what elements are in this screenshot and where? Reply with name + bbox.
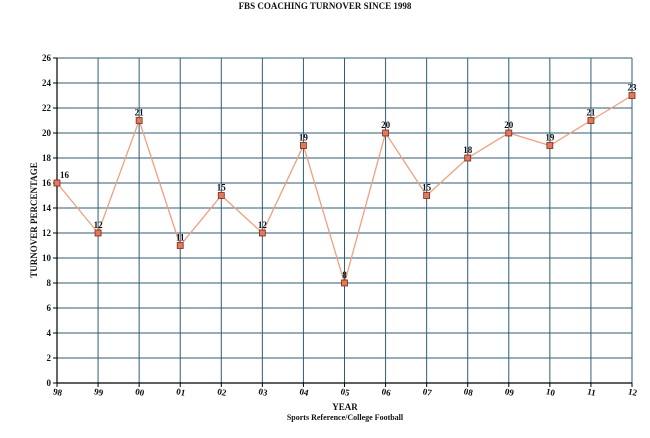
- x-tick-label: 99: [93, 386, 104, 398]
- data-point: [628, 92, 636, 99]
- data-label: 16: [60, 170, 70, 180]
- data-label: 21: [135, 108, 145, 118]
- data-point: [546, 142, 554, 149]
- y-tick-label: 16: [42, 178, 52, 188]
- data-label: 11: [176, 233, 185, 243]
- x-tick-label: 12: [627, 386, 638, 398]
- data-point: [300, 142, 307, 149]
- axes: [53, 57, 633, 387]
- y-tick-label: 26: [42, 53, 52, 63]
- data-point: [217, 192, 225, 199]
- y-tick-label: 12: [42, 228, 52, 238]
- y-tick-label: 2: [47, 353, 52, 363]
- data-label: 20: [504, 120, 514, 130]
- x-tick-label: 04: [299, 386, 310, 398]
- data-label: 12: [94, 220, 104, 230]
- data-label: 23: [628, 83, 638, 93]
- source-note: Sports Reference/College Football: [287, 413, 404, 422]
- data-point: [53, 179, 61, 187]
- data-label: 19: [299, 133, 309, 143]
- data-point: [341, 279, 348, 287]
- data-labels: 16 12 21 11 15 12 19 8 20 15 18 20 19 21 23: [60, 83, 637, 281]
- x-tick-label: 07: [422, 386, 433, 398]
- y-tick-label: 18: [42, 153, 52, 163]
- y-tick-label: 4: [47, 328, 52, 338]
- x-tick-label: 01: [175, 386, 186, 398]
- data-label: 20: [381, 120, 391, 130]
- y-axis-title: TURNOVER PERCENTAGE: [29, 162, 39, 278]
- data-point: [382, 129, 389, 137]
- data-point: [94, 229, 102, 237]
- data-label: 19: [545, 133, 555, 143]
- y-tick-label: 20: [42, 128, 52, 138]
- y-tick-label: 6: [47, 303, 52, 313]
- series: [53, 92, 636, 287]
- x-tick-label: 00: [134, 386, 145, 398]
- data-point: [176, 242, 184, 249]
- data-label: 18: [463, 145, 473, 155]
- chart-title: FBS COACHING TURNOVER SINCE 1998: [239, 1, 412, 11]
- data-point: [423, 192, 431, 199]
- data-label: 15: [217, 183, 227, 193]
- x-tick-label: 03: [258, 386, 269, 398]
- data-point: [464, 154, 472, 162]
- data-point: [505, 129, 513, 137]
- grid: [57, 57, 633, 383]
- x-tick-label: 11: [586, 386, 597, 398]
- x-tick-label: 05: [340, 386, 351, 398]
- data-point: [258, 229, 266, 237]
- y-tick-label: 10: [42, 253, 52, 263]
- x-tick-labels: 98 99 00 01 02 03 04 05 06 07 08 09 10 11 12: [52, 386, 638, 398]
- x-tick-label: 10: [545, 386, 556, 398]
- x-tick-label: 02: [216, 386, 227, 398]
- y-tick-label: 22: [42, 103, 52, 113]
- y-tick-label: 14: [42, 203, 52, 213]
- x-tick-label: 98: [52, 386, 63, 398]
- data-point: [587, 117, 595, 124]
- data-label: 12: [258, 220, 268, 230]
- data-label: 15: [422, 183, 432, 193]
- data-label: 21: [586, 108, 596, 118]
- y-tick-label: 24: [42, 78, 52, 88]
- data-point: [135, 117, 143, 124]
- y-tick-label: 0: [47, 378, 52, 388]
- x-axis-title: YEAR: [332, 402, 358, 412]
- y-tick-label: 8: [47, 278, 52, 288]
- x-tick-label: 06: [381, 386, 392, 398]
- x-tick-label: 08: [463, 386, 474, 398]
- data-label: 8: [342, 270, 347, 280]
- x-tick-label: 09: [504, 386, 515, 398]
